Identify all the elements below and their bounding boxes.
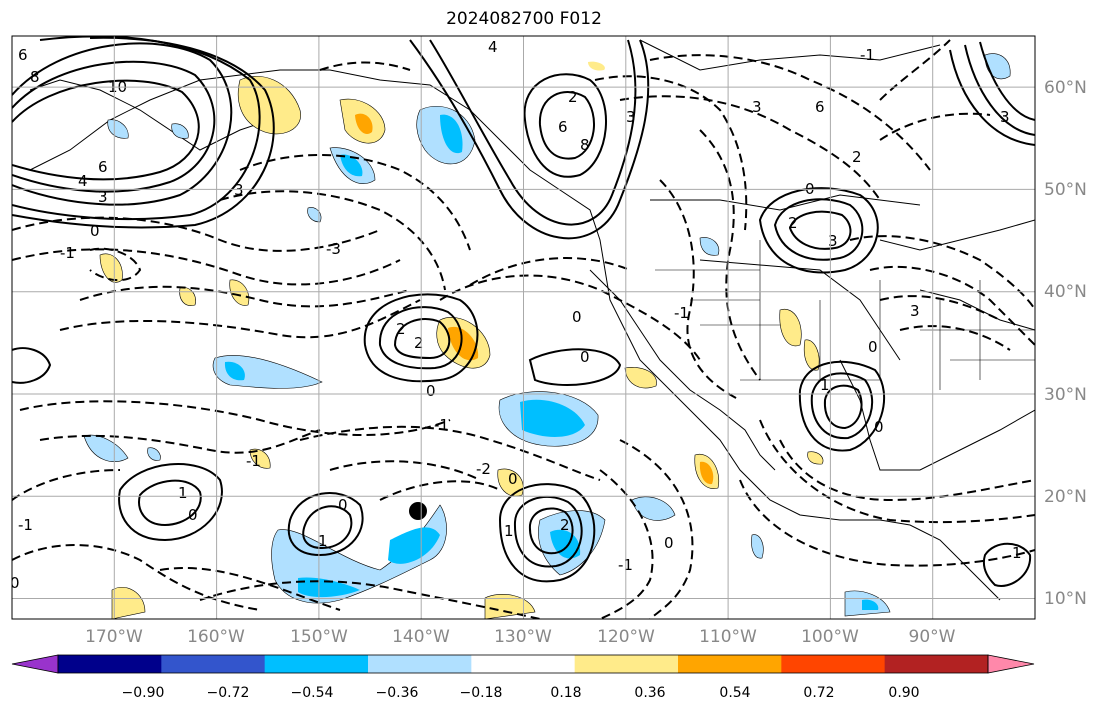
contour-label: 6 bbox=[558, 118, 568, 136]
contour-label: 2 bbox=[852, 148, 862, 166]
longitude-tick-labels: 170°W 160°W 150°W 140°W 130°W 120°W 110°… bbox=[85, 627, 956, 647]
colorbar-box bbox=[368, 655, 472, 673]
contour-label: 0 bbox=[10, 574, 20, 592]
contour-label: 6 bbox=[18, 46, 28, 64]
dashed-contours bbox=[12, 39, 1035, 619]
lon-tick-label: 100°W bbox=[801, 627, 859, 647]
contour-label: 0 bbox=[338, 496, 348, 514]
contour-label: 2 bbox=[568, 88, 578, 106]
colorbar-box bbox=[161, 655, 266, 673]
lon-tick-label: 130°W bbox=[494, 627, 552, 647]
contour-label: 1 bbox=[178, 484, 188, 502]
contour-label: 0 bbox=[90, 222, 100, 240]
contour-label: 3 bbox=[98, 188, 108, 206]
colorbar-boxes bbox=[58, 655, 989, 673]
state-borders bbox=[655, 240, 1035, 390]
contour-label: 8 bbox=[30, 68, 40, 86]
contour-label: 3 bbox=[910, 302, 920, 320]
contour-label: 0 bbox=[188, 506, 198, 524]
colorbar-tick-label: −0.72 bbox=[207, 685, 250, 701]
lat-tick-label: 40°N bbox=[1044, 282, 1087, 302]
colorbar-box bbox=[678, 655, 782, 673]
contour-label: 3 bbox=[828, 232, 838, 250]
contour-label: 2 bbox=[788, 214, 798, 232]
colorbar-tick-label: 0.36 bbox=[634, 685, 665, 701]
lon-tick-label: 120°W bbox=[597, 627, 655, 647]
colorbar-box bbox=[781, 655, 886, 673]
solid-contours bbox=[12, 36, 1035, 587]
contour-label: 4 bbox=[78, 172, 88, 190]
contour-label: 2 bbox=[414, 334, 424, 352]
colorbar-tick-label: −0.90 bbox=[122, 685, 165, 701]
lat-tick-label: 20°N bbox=[1044, 487, 1087, 507]
colorbar-min-extension bbox=[11, 654, 59, 674]
colorbar-outline bbox=[57, 654, 989, 674]
colorbar-tick-label: 0.90 bbox=[888, 685, 919, 701]
contour-label: 1 bbox=[504, 522, 514, 540]
colorbar-tick-label: 0.18 bbox=[550, 685, 581, 701]
contour-label: -1 bbox=[246, 452, 261, 470]
colorbar-tick-label: −0.54 bbox=[291, 685, 334, 701]
gridlines bbox=[12, 36, 1035, 619]
contour-label: 3 bbox=[234, 181, 244, 199]
contour-label: -1 bbox=[434, 416, 449, 434]
contour-label: 6 bbox=[815, 98, 825, 116]
contour-label: 4 bbox=[488, 38, 498, 56]
lon-tick-label: 170°W bbox=[85, 627, 143, 647]
contour-label: -2 bbox=[476, 460, 491, 478]
map-title: 2024082700 F012 bbox=[446, 9, 602, 29]
shading-positive bbox=[99, 61, 824, 619]
map-area: 6 8 10 6 4 3 3 0 -1 -3 4 6 8 3 3 6 2 0 3… bbox=[10, 36, 1035, 619]
contour-label: 1 bbox=[318, 532, 328, 550]
contour-label: 6 bbox=[98, 158, 108, 176]
contour-label: 3 bbox=[626, 108, 636, 126]
contour-label: 3 bbox=[1000, 108, 1010, 126]
colorbar-tick-label: −0.36 bbox=[376, 685, 419, 701]
coastlines bbox=[29, 39, 1035, 601]
lon-tick-label: 140°W bbox=[392, 627, 450, 647]
lat-tick-label: 30°N bbox=[1044, 385, 1087, 405]
contour-label: 0 bbox=[664, 534, 674, 552]
colorbar-box bbox=[58, 655, 162, 673]
storm-center-marker bbox=[409, 502, 427, 520]
contour-label: 1 bbox=[820, 376, 830, 394]
lat-tick-label: 50°N bbox=[1044, 180, 1087, 200]
contour-label: 0 bbox=[572, 308, 582, 326]
colorbar: −0.90 −0.72 −0.54 −0.36 −0.18 0.18 0.36 … bbox=[11, 654, 1035, 701]
lat-tick-label: 60°N bbox=[1044, 78, 1087, 98]
contour-label: 0 bbox=[868, 338, 878, 356]
contour-label: 0 bbox=[426, 382, 436, 400]
colorbar-max-extension bbox=[987, 654, 1035, 674]
colorbar-box bbox=[884, 655, 989, 673]
contour-label: 3 bbox=[752, 98, 762, 116]
contour-label: 8 bbox=[580, 136, 590, 154]
contour-label: 0 bbox=[874, 418, 884, 436]
contour-label: -1 bbox=[674, 304, 689, 322]
colorbar-box bbox=[574, 655, 679, 673]
colorbar-tick-label: 0.72 bbox=[803, 685, 834, 701]
latitude-tick-labels: 60°N 50°N 40°N 30°N 20°N 10°N bbox=[1044, 78, 1087, 609]
colorbar-tick-label: −0.18 bbox=[460, 685, 503, 701]
colorbar-box bbox=[471, 655, 576, 673]
contour-label: 0 bbox=[508, 470, 518, 488]
contour-label: -1 bbox=[860, 46, 875, 64]
lon-tick-label: 160°W bbox=[187, 627, 245, 647]
map-frame bbox=[11, 35, 1036, 620]
shading-negative bbox=[83, 53, 1011, 617]
colorbar-tick-labels: −0.90 −0.72 −0.54 −0.36 −0.18 0.18 0.36 … bbox=[122, 685, 920, 701]
lon-tick-label: 110°W bbox=[699, 627, 757, 647]
lon-tick-label: 90°W bbox=[909, 627, 956, 647]
contour-label: -1 bbox=[60, 244, 75, 262]
contour-label: -1 bbox=[18, 516, 33, 534]
contour-label: -3 bbox=[326, 240, 341, 258]
contour-label: 0 bbox=[580, 348, 590, 366]
contour-label: 1 bbox=[1012, 544, 1022, 562]
contour-label: 2 bbox=[560, 516, 570, 534]
colorbar-tick-label: 0.54 bbox=[719, 685, 750, 701]
lat-tick-label: 10°N bbox=[1044, 589, 1087, 609]
contour-label: 2 bbox=[396, 320, 406, 338]
colorbar-box bbox=[264, 655, 369, 673]
lon-tick-label: 150°W bbox=[290, 627, 348, 647]
